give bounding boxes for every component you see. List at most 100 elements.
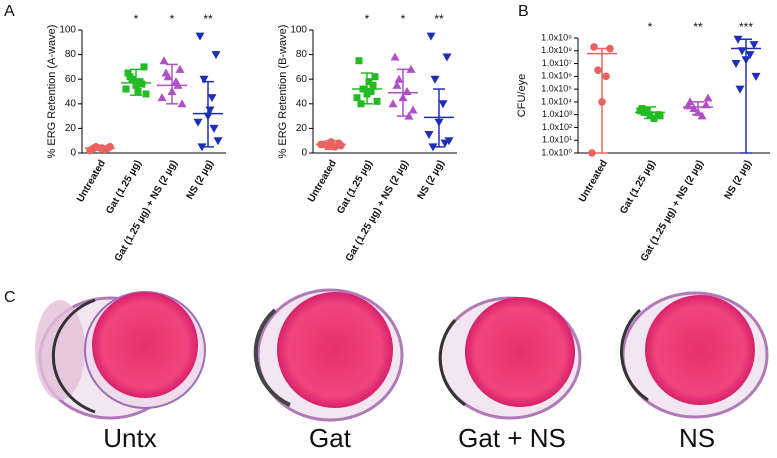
point [142,90,150,98]
x-tick-label: Gat (1.25 µg) + NS (2 µg) [344,158,411,263]
panel-label: B [518,3,529,20]
y-tick-label: 1.0x10⁴ [541,96,572,106]
y-tick-label: 0 [301,148,307,159]
y-tick-label: 20 [65,123,77,134]
point [590,43,598,51]
point [193,118,203,127]
histology [35,288,769,422]
point [701,100,711,109]
point [177,99,187,108]
image-label: Untx [103,423,156,453]
y-tick-label: 20 [296,123,308,134]
point [745,51,755,60]
point [124,69,132,77]
annotation: * [170,12,175,26]
point [199,75,209,84]
point [159,56,169,65]
point [209,124,219,133]
x-tick-label: Untreated [577,158,610,204]
point [737,47,747,56]
x-tick-label: Gat (1.25 µg) + NS (2 µg) [113,158,180,263]
point [213,137,223,146]
point [444,137,454,146]
point [424,131,434,140]
point [355,57,363,65]
point [440,139,450,148]
point [602,72,610,81]
point [211,51,221,60]
point [406,64,416,73]
point [388,99,398,108]
y-tick-label: 60 [296,74,308,85]
y-tick-label: 1.0x10² [542,122,572,132]
point [689,104,699,113]
x-tick-label: NS (2 µg) [185,158,216,201]
point [195,32,205,41]
y-tick-label: 60 [65,74,77,85]
y-tick-label: 1.0x10⁶ [541,71,572,81]
x-tick-label: Untreated [75,158,108,204]
y-tick-label: 1.0x10⁷ [542,58,572,68]
point [175,64,185,73]
y-tick-label: 40 [296,98,308,109]
point [365,78,373,86]
point [207,94,217,103]
annotation: ** [434,12,444,26]
point [369,81,377,89]
annotation: ** [693,20,703,34]
y-tick-label: 1.0x10⁵ [541,83,572,93]
y-tick-label: 1.0x10¹ [542,135,572,145]
point [408,105,418,114]
point [438,100,448,109]
point [751,72,761,81]
panel-label: C [4,289,16,306]
point [161,68,171,77]
point [636,107,644,115]
x-tick-label: Untreated [306,158,339,204]
point [390,52,400,61]
point [430,75,440,84]
annotation: ** [203,12,213,26]
point [337,141,345,150]
y-tick-label: 100 [59,25,76,36]
point [749,41,759,50]
point [367,88,375,95]
point [373,97,381,105]
point [442,53,452,62]
point [138,80,146,88]
point [392,80,402,89]
point [656,112,664,120]
point [731,60,741,69]
annotation: * [365,12,370,26]
x-tick-label: Gat (1.25 µg) [618,158,658,216]
point [703,93,713,102]
annotation: *** [739,20,753,34]
point [126,73,134,81]
y-tick-label: 1.0x10⁹ [541,32,572,42]
image-label: Gat [309,423,352,453]
x-tick-label: Gat (1.25 µg) [104,158,144,216]
point [140,63,148,71]
y-tick-label: 80 [296,49,308,60]
image-label: NS [679,423,715,453]
point [394,74,404,83]
panel-label: A [4,3,15,20]
y-axis-label: CFU/eye [516,74,528,117]
point [588,149,596,157]
point [122,85,130,93]
point [733,35,743,44]
point [426,32,436,41]
annotation: * [134,12,139,26]
point [402,87,412,95]
point [157,93,167,102]
point [735,85,745,94]
point [594,66,602,75]
y-tick-label: 1.0x10⁰ [541,147,572,157]
y-tick-label: 40 [65,98,77,109]
annotation: * [401,12,406,26]
point [606,44,614,53]
y-tick-label: 100 [290,25,307,36]
y-axis-label: % ERG Retention (A-wave) [46,25,58,159]
image-label: Gat + NS [458,423,566,453]
